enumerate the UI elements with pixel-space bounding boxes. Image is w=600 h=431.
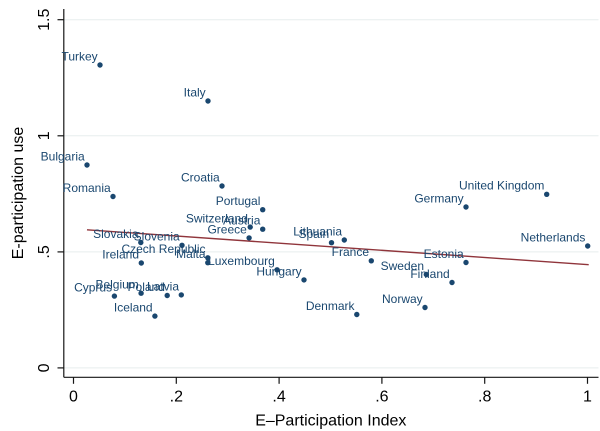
svg-text:0: 0 (36, 363, 53, 372)
svg-text:Cyprus: Cyprus (74, 281, 112, 295)
svg-text:Bulgaria: Bulgaria (41, 149, 85, 163)
svg-text:.5: .5 (36, 245, 53, 258)
svg-text:Slovakia: Slovakia (93, 227, 139, 241)
svg-text:Denmark: Denmark (306, 299, 356, 313)
svg-text:Iceland: Iceland (114, 301, 153, 315)
svg-text:.8: .8 (478, 389, 491, 406)
svg-text:.2: .2 (170, 389, 183, 406)
svg-text:Sweden: Sweden (381, 259, 424, 273)
svg-text:Netherlands: Netherlands (521, 230, 586, 244)
svg-text:Switzerland: Switzerland (186, 212, 248, 226)
svg-text:Norway: Norway (382, 292, 423, 306)
svg-text:Romania: Romania (63, 181, 111, 195)
svg-text:Lithuania: Lithuania (293, 224, 342, 238)
svg-text:Belgium: Belgium (95, 278, 138, 292)
svg-text:1.5: 1.5 (36, 8, 53, 30)
svg-text:France: France (332, 245, 370, 259)
svg-text:Czech Republic: Czech Republic (121, 242, 205, 256)
svg-text:Turkey: Turkey (61, 49, 97, 63)
svg-text:1: 1 (36, 131, 53, 140)
svg-text:Italy: Italy (184, 85, 206, 99)
svg-text:Latvia: Latvia (147, 279, 179, 293)
svg-text:Spain: Spain (298, 227, 329, 241)
svg-text:0: 0 (69, 389, 78, 406)
svg-text:Austria: Austria (223, 214, 261, 228)
svg-text:Ireland: Ireland (102, 247, 139, 261)
svg-text:United Kingdom: United Kingdom (459, 179, 544, 193)
svg-text:Poland: Poland (128, 280, 165, 294)
svg-text:E-participation use: E-participation use (10, 127, 27, 260)
svg-text:Malta: Malta (176, 247, 206, 261)
svg-text:Estonia: Estonia (424, 247, 464, 261)
svg-text:Greece: Greece (207, 222, 247, 236)
svg-text:Luxembourg: Luxembourg (208, 254, 275, 268)
svg-text:.6: .6 (375, 389, 388, 406)
svg-text:Portugal: Portugal (216, 194, 261, 208)
svg-text:1: 1 (583, 389, 592, 406)
svg-text:Croatia: Croatia (181, 170, 220, 184)
svg-text:.4: .4 (272, 389, 285, 406)
svg-text:E–Participation Index: E–Participation Index (255, 413, 406, 430)
svg-text:Slovenia: Slovenia (134, 230, 180, 244)
svg-text:Germany: Germany (414, 191, 463, 205)
svg-text:Hungary: Hungary (256, 264, 301, 278)
svg-text:Finland: Finland (410, 267, 449, 281)
